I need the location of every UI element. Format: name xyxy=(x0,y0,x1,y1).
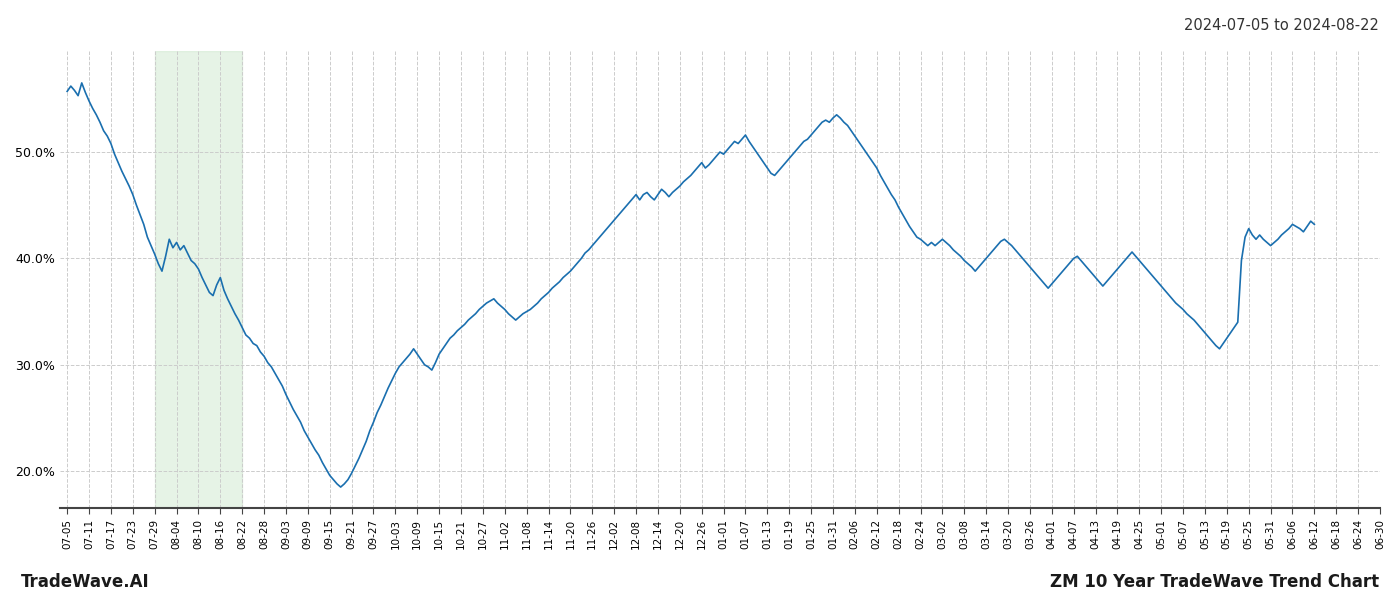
Bar xyxy=(154,51,242,508)
Text: TradeWave.AI: TradeWave.AI xyxy=(21,573,150,591)
Text: ZM 10 Year TradeWave Trend Chart: ZM 10 Year TradeWave Trend Chart xyxy=(1050,573,1379,591)
Text: 2024-07-05 to 2024-08-22: 2024-07-05 to 2024-08-22 xyxy=(1184,18,1379,33)
